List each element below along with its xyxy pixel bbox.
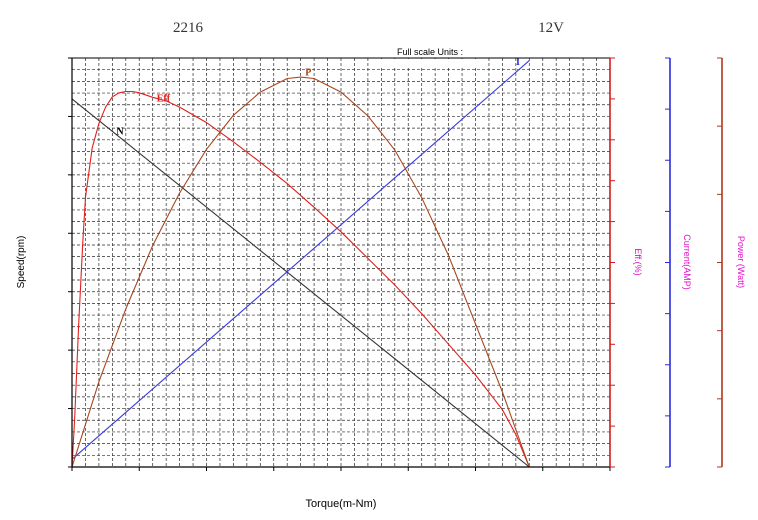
- series-line-n: [71, 98, 530, 468]
- series-line-i: [71, 60, 530, 460]
- plot-axes: [71, 57, 723, 468]
- motor-model-label: 2216: [173, 20, 204, 36]
- plot-grid: [72, 58, 610, 467]
- plot-ticks: [68, 57, 722, 471]
- eff-axis-title: Eff.(%): [633, 248, 643, 275]
- voltage-label: 12V: [538, 20, 564, 36]
- series-label-eff: Eff: [157, 93, 171, 104]
- full-scale-label-background: [370, 59, 488, 68]
- current-axis-title: Current(AMP): [682, 234, 692, 290]
- plot-series: N I Eff P: [71, 57, 530, 468]
- full-scale-units-label: Full scale Units :: [397, 47, 463, 57]
- series-label-p: P: [305, 67, 311, 78]
- speed-axis-title: Speed(rpm): [16, 236, 27, 289]
- power-axis-title: Power (Watt): [736, 236, 746, 288]
- series-label-n: N: [116, 127, 124, 138]
- series-line-eff: [71, 90, 530, 468]
- series-label-i: I: [516, 57, 520, 68]
- series-line-p: [71, 76, 530, 468]
- x-axis-title: Torque(m-Nm): [306, 498, 377, 510]
